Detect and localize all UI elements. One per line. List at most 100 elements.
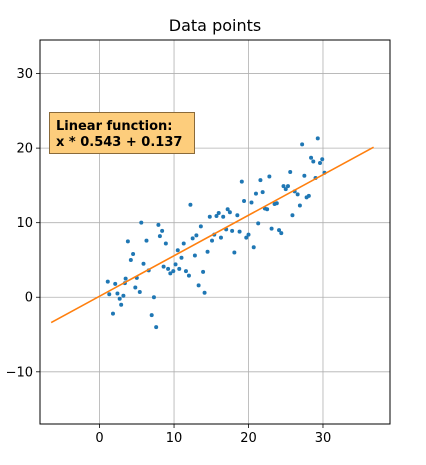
data-point [160,228,165,233]
x-tick-label: 10 [166,431,183,446]
data-points [105,136,327,330]
data-point [244,235,249,240]
data-point [115,291,120,296]
data-point [181,241,186,246]
data-point [188,202,193,207]
x-tick-label: 30 [315,431,332,446]
data-point [295,192,300,197]
y-tick-label: 30 [16,67,33,82]
data-point [128,257,133,262]
data-point [171,269,176,274]
data-point [214,213,219,218]
data-point [274,201,279,206]
data-point [177,266,182,271]
data-point [315,136,320,141]
data-point [290,213,295,218]
data-point [297,203,302,208]
data-point [230,228,235,233]
data-point [246,232,251,237]
annotation-line-1: Linear function: [56,119,173,134]
data-point [249,200,254,205]
data-point [194,233,199,238]
data-point [216,210,221,215]
data-point [179,255,184,260]
data-point [141,261,146,266]
data-point [232,250,237,255]
data-point [242,199,247,204]
data-point [183,269,188,274]
data-point [196,283,201,288]
data-point [267,174,272,179]
data-point [251,245,256,250]
data-point [285,184,290,189]
data-point [173,262,178,267]
data-point [225,207,230,212]
x-tick-label: 20 [240,431,257,446]
data-point [186,273,191,278]
data-point [302,173,307,178]
annotation-box: Linear function: x * 0.543 + 0.137 [49,112,195,154]
fit-line [50,146,374,324]
plot-frame [39,39,391,425]
data-point [311,159,316,164]
data-point [123,276,128,281]
y-tick-label: −10 [6,365,33,380]
data-point [161,264,166,269]
data-point [281,184,286,189]
data-point [205,249,210,254]
data-point [283,187,288,192]
data-point [154,325,159,330]
x-axis-ticks: 0 10 20 30 [95,424,331,446]
data-point [256,221,261,226]
data-point [202,290,207,295]
data-point [253,191,258,196]
data-point [117,296,122,301]
data-point [309,155,314,160]
data-point [163,241,168,246]
data-point [131,251,136,256]
data-point [175,248,180,253]
data-point [157,234,162,239]
data-point [151,295,156,300]
data-point [201,269,206,274]
data-point [139,220,144,225]
x-tick-label: 0 [95,431,103,446]
grid-lines [40,40,390,424]
y-tick-label: 20 [16,142,33,157]
data-point [113,281,118,286]
data-point [198,224,203,229]
data-point [235,213,240,218]
data-point [210,238,215,243]
y-tick-label: 10 [16,216,33,231]
data-point [110,311,115,316]
data-point [137,290,142,295]
chart-title: Data points [169,16,261,35]
data-point [207,214,212,219]
data-point [239,179,244,184]
y-axis-ticks: −10 0 10 20 30 [6,67,40,380]
data-point [133,285,138,290]
data-point [121,293,126,298]
data-point [168,271,173,276]
annotation-line-2: x * 0.543 + 0.137 [56,135,183,150]
data-point [105,279,110,284]
data-point [190,236,195,241]
y-tick-label: 0 [25,291,33,306]
data-point [166,266,171,271]
data-point [269,226,274,231]
data-point [119,302,124,307]
data-point [288,169,293,174]
data-point [156,222,161,227]
data-point [221,214,226,219]
data-point [306,193,311,198]
data-point [218,235,223,240]
data-point [237,229,242,234]
data-point [318,161,322,166]
data-point [125,239,130,244]
data-point [227,210,232,215]
fit-line-group [50,146,374,324]
data-point [144,238,149,243]
data-point [320,157,325,162]
data-point [300,142,305,147]
